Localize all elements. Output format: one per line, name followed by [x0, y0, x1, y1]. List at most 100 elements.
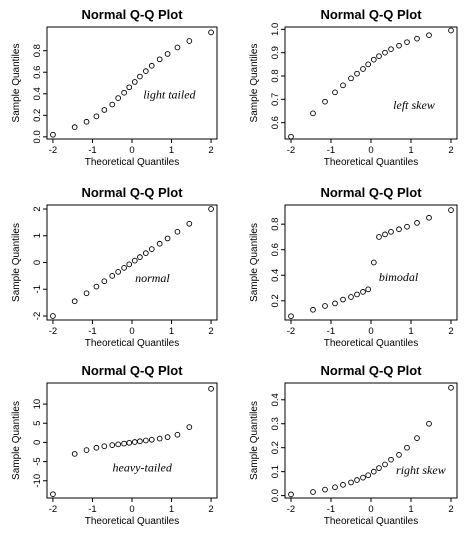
data-point — [50, 131, 56, 138]
y-tick-label: 1.0 — [270, 23, 281, 36]
y-tick-label: 0.9 — [270, 46, 281, 59]
data-point — [109, 273, 116, 279]
data-point — [426, 420, 432, 427]
x-tick-label: 1 — [408, 326, 413, 337]
x-tick-label: 1 — [408, 504, 413, 515]
data-point — [340, 296, 346, 303]
data-point — [426, 214, 432, 221]
data-point — [208, 29, 214, 36]
data-point — [174, 228, 181, 235]
x-tick-label: -1 — [88, 504, 96, 515]
x-tick-label: -1 — [327, 145, 335, 156]
y-tick-label: 10 — [32, 399, 43, 410]
data-point — [126, 439, 133, 446]
data-point — [137, 254, 143, 261]
plot-title: Normal Q-Q Plot — [320, 363, 422, 378]
data-point — [71, 124, 78, 131]
x-tick-label: -2 — [49, 326, 57, 337]
qq-panel-2: Normal Q-Q Plot -2 -1 0 1 2 0.6 0.7 0.8 0.9 1.0 The… — [249, 7, 458, 168]
data-point — [365, 61, 372, 68]
data-point — [396, 226, 402, 233]
data-point — [50, 491, 56, 498]
data-point — [340, 82, 346, 89]
data-point — [370, 56, 377, 63]
x-tick-label: 2 — [208, 145, 213, 156]
data-point — [332, 300, 338, 307]
y-axis-label: Sample Quantiles — [249, 401, 260, 480]
qq-panel-5: Normal Q-Q Plot-2 -1 0 1 2-10-50510Theoretic… — [11, 363, 218, 527]
data-point — [126, 261, 133, 268]
data-point — [109, 442, 116, 448]
data-point — [109, 101, 116, 108]
data-point — [288, 313, 294, 320]
y-tick-label: -10 — [32, 474, 43, 488]
data-point — [131, 439, 138, 445]
data-point — [376, 465, 382, 471]
data-point — [288, 133, 294, 140]
y-axis-label: Sample Quantiles — [249, 44, 260, 123]
data-point — [396, 452, 402, 458]
distribution-annotation: light tailed — [143, 88, 196, 102]
data-point — [83, 447, 90, 453]
data-point — [414, 435, 420, 441]
plot-title: Normal Q-Q Plot — [81, 363, 183, 378]
data-point — [388, 228, 394, 235]
data-point — [414, 220, 420, 226]
data-point — [93, 113, 100, 120]
qq-panel-1: Normal Q-Q Plot -2 -1 0 1 2 0.0 0.2 0.4 0.6 0.8 The… — [11, 7, 218, 168]
data-point — [365, 472, 372, 479]
x-axis-label: Theoretical Quantiles — [85, 157, 180, 168]
data-point — [322, 303, 328, 309]
y-tick-label: 0.6 — [270, 243, 281, 256]
plot-frame — [284, 26, 458, 140]
x-tick-label: 2 — [448, 504, 453, 515]
data-point — [322, 486, 328, 493]
plot-frame — [46, 26, 218, 140]
y-tick-label: 5 — [32, 421, 43, 426]
plot-title: Normal Q-Q Plot — [320, 7, 422, 22]
y-axis-label: Sample Quantiles — [249, 223, 260, 302]
distribution-annotation: bimodal — [379, 270, 419, 284]
x-tick-label: 0 — [368, 326, 373, 337]
data-point — [332, 89, 338, 96]
x-tick-label: -2 — [49, 145, 57, 156]
y-tick-label: 0.4 — [270, 393, 281, 406]
data-point — [448, 27, 454, 34]
data-point — [137, 438, 143, 445]
data-point — [208, 206, 214, 212]
data-point — [50, 313, 56, 319]
y-tick-label: -5 — [32, 457, 43, 465]
data-point — [360, 66, 366, 72]
data-point — [186, 38, 193, 44]
x-tick-label: 0 — [129, 504, 134, 515]
data-point — [310, 489, 316, 495]
x-tick-label: 2 — [208, 504, 213, 515]
data-point — [164, 51, 171, 57]
data-point — [142, 68, 149, 75]
data-point — [360, 474, 366, 481]
data-point — [340, 481, 346, 488]
data-point — [370, 259, 377, 266]
data-point — [148, 62, 155, 69]
y-tick-label: 0.3 — [270, 417, 281, 430]
data-point — [131, 79, 138, 85]
x-tick-label: -1 — [327, 326, 335, 337]
x-tick-label: 0 — [129, 326, 134, 337]
x-axis-label: Theoretical Quantiles — [324, 516, 419, 527]
data-point — [93, 444, 100, 451]
data-point — [137, 73, 143, 80]
data-point — [404, 39, 410, 46]
data-point — [121, 440, 127, 447]
data-point — [121, 264, 127, 271]
y-tick-label: 0.2 — [32, 109, 43, 122]
data-point — [148, 436, 155, 443]
data-point — [414, 35, 420, 42]
y-tick-label: -2 — [32, 312, 43, 320]
y-tick-label: 0.2 — [270, 294, 281, 307]
data-point — [376, 234, 382, 240]
data-point — [370, 468, 377, 475]
data-point — [83, 118, 90, 125]
data-point — [332, 484, 338, 491]
